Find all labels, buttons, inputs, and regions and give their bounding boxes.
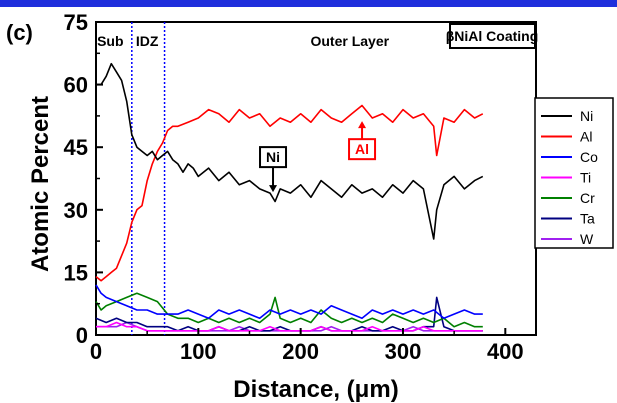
plot-frame — [95, 21, 537, 336]
annotations: Ni Al — [259, 121, 377, 193]
series-ni-line — [96, 62, 484, 240]
x-tick-label: 400 — [487, 339, 524, 364]
x-tick-label: 200 — [282, 339, 319, 364]
y-tick-label: 60 — [64, 73, 88, 98]
y-tick-label: 75 — [64, 10, 88, 35]
series-co-line — [95, 284, 483, 320]
top-color-bar — [0, 0, 617, 7]
zone-boundaries — [131, 22, 166, 335]
coating-label-box — [449, 23, 536, 49]
legend-label-w: W — [580, 231, 594, 247]
annotation-al-label: Al — [355, 141, 369, 157]
region-label-outer-layer: Outer Layer — [310, 33, 389, 49]
series-layer — [95, 62, 484, 332]
region-label-sub: Sub — [97, 33, 123, 49]
series-ti-line — [96, 321, 483, 332]
x-tick-label: 0 — [90, 339, 102, 364]
region-labels: Sub IDZ Outer Layer — [97, 33, 390, 49]
x-tick-label: 100 — [180, 339, 217, 364]
annotation-al-arrowhead — [358, 121, 367, 129]
legend-box — [534, 97, 614, 249]
x-axis-title: Distance, (μm) — [233, 376, 398, 403]
legend-label-cr: Cr — [580, 190, 595, 206]
y-axis-title: Atomic Percent — [27, 96, 54, 272]
y-axis-ticks: 0 15 30 45 60 75 — [64, 10, 103, 348]
legend-label-al: Al — [580, 129, 592, 145]
y-tick-label: 30 — [64, 198, 88, 223]
legend-label-ta: Ta — [580, 211, 595, 227]
annotation-ni-arrowhead — [269, 185, 278, 193]
coating-label: βNiAl Coating — [446, 28, 539, 44]
y-tick-label: 0 — [76, 323, 88, 348]
legend: Ni Al Co Ti Cr Ta W — [541, 108, 598, 247]
panel-label: (c) — [6, 20, 33, 45]
y-tick-label: 15 — [64, 260, 88, 285]
x-axis-ticks: 0 100 200 300 400 — [90, 328, 524, 364]
series-al-line — [95, 104, 484, 282]
region-label-idz: IDZ — [136, 33, 159, 49]
y-tick-label: 45 — [64, 135, 88, 160]
annotation-ni-label: Ni — [266, 149, 280, 165]
legend-label-ni: Ni — [580, 108, 593, 124]
legend-label-co: Co — [580, 149, 598, 165]
legend-label-ti: Ti — [580, 170, 591, 186]
series-cr-line — [95, 292, 483, 328]
x-tick-label: 300 — [385, 339, 422, 364]
